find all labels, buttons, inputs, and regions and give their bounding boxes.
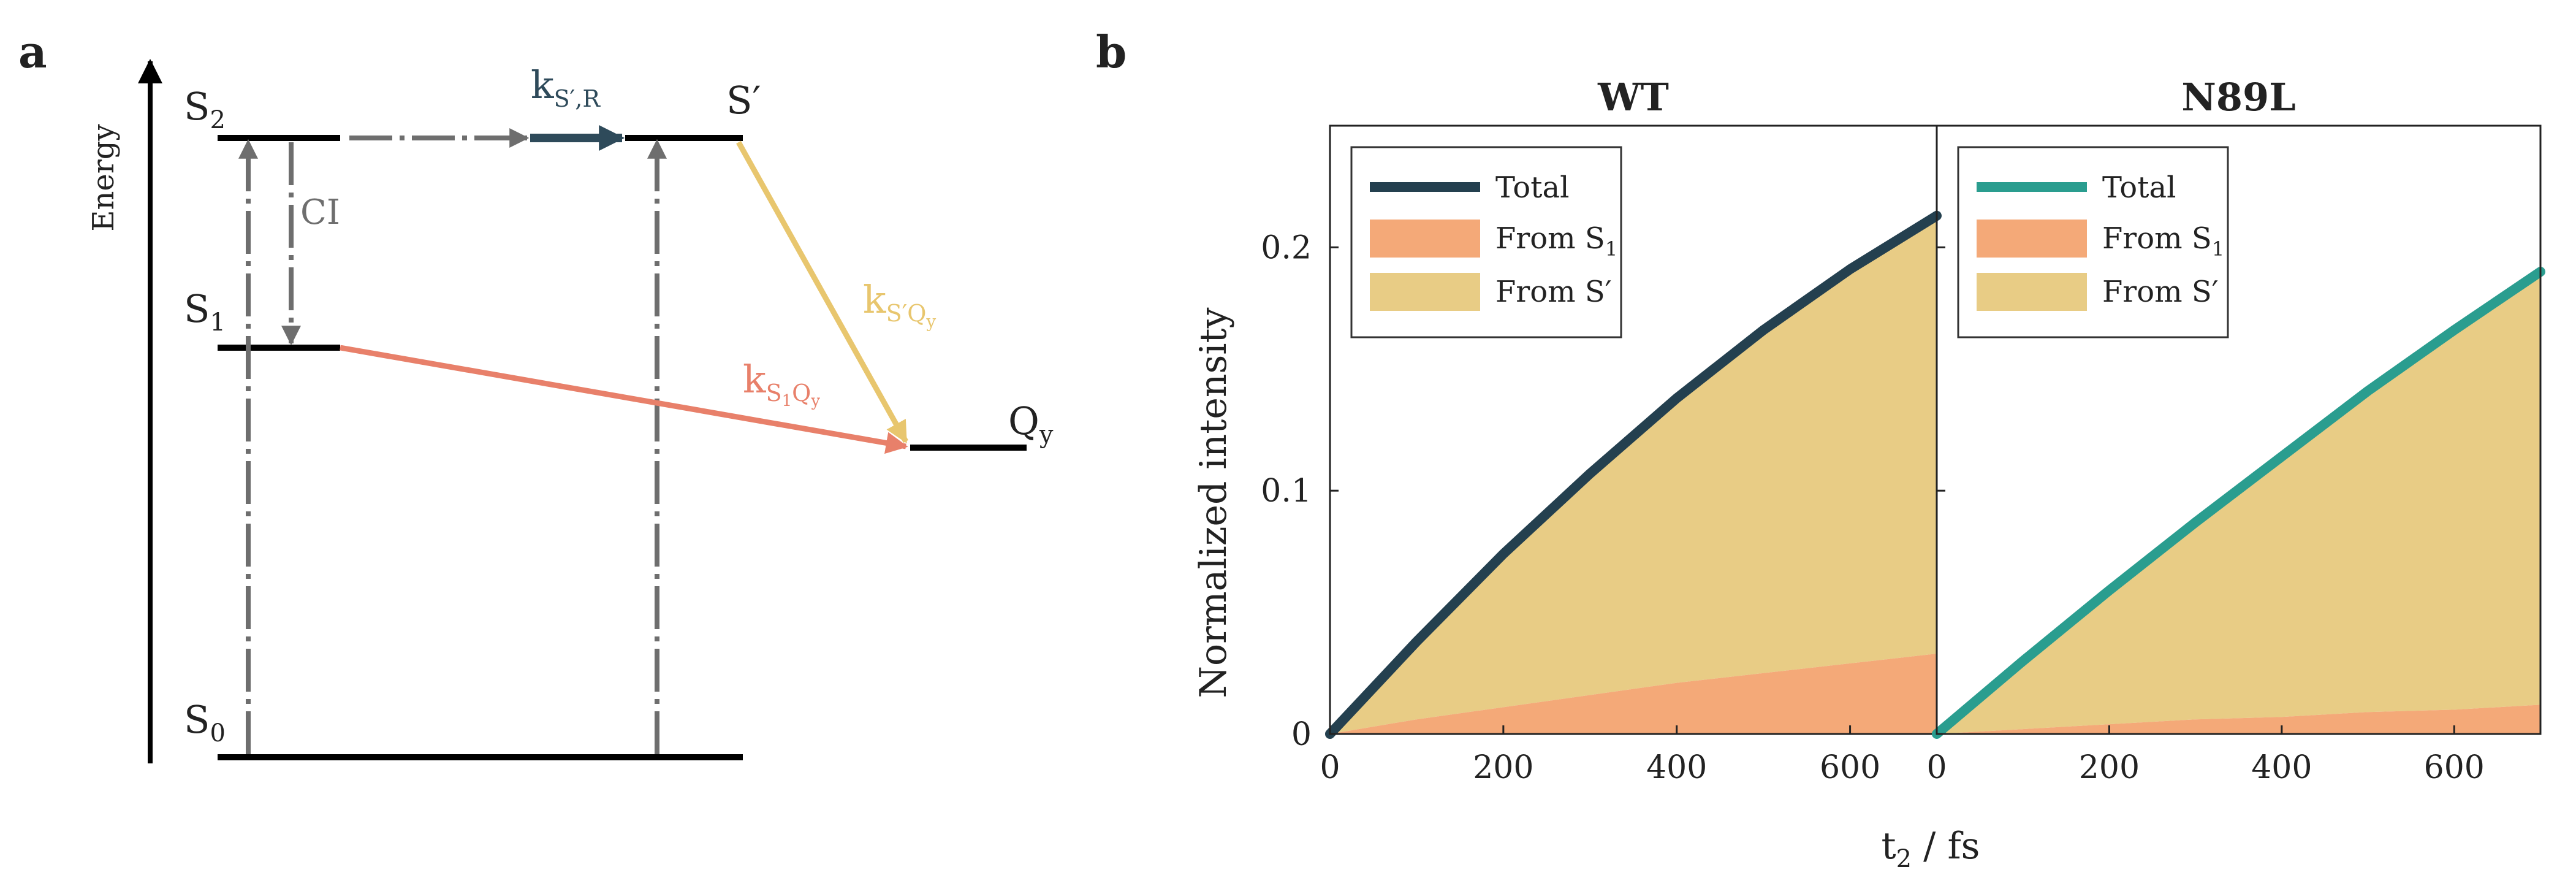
rate-label-k-sprime-r: kS′,R: [531, 63, 601, 112]
x-tick-label: 400: [1646, 749, 1707, 786]
legend-swatch-from-sprime: [1977, 273, 2087, 311]
energy-axis-label: Energy: [86, 124, 121, 231]
legend-label-from-s1: From S1: [2102, 221, 2224, 261]
area-from-sprime: [1937, 272, 2540, 735]
x-tick-label: 400: [2251, 749, 2312, 786]
x-tick-label: 600: [2424, 749, 2485, 786]
x-tick-label: 0: [1320, 749, 1340, 786]
rate-arrow-k-sprime-qy: [736, 140, 908, 444]
legend-swatch-from-s1: [1977, 220, 2087, 258]
plot-frame: [1936, 124, 2542, 735]
rate-label-k-s1-qy: kS1Qy: [743, 357, 820, 410]
area-from-sprime: [1330, 215, 1937, 734]
area-from-s1: [1937, 705, 2540, 734]
line-total: [1932, 267, 2545, 739]
y-tick-label: 0.2: [1261, 229, 1312, 266]
state-qy-label: Qy: [1008, 399, 1054, 449]
plot-n89l: N89L 0 200 400 600 Total From S1 From S′: [1926, 75, 2545, 786]
legend-label-total: Total: [2102, 170, 2176, 205]
line-total: [1325, 210, 1942, 739]
legend-label-from-sprime: From S′: [1495, 275, 1612, 309]
plot-title: WT: [1597, 75, 1669, 120]
legend-swatch-from-s1: [1370, 220, 1480, 258]
rate-label-k-sprime-qy: kS′Qy: [863, 277, 936, 332]
plot-wt: WT 0 200 400 600 0 0.1 0.2 Total From S1 From S′: [1261, 75, 1942, 786]
state-s1-label: S1: [184, 286, 226, 337]
panel-b: b Normalized intensity t2 / fs WT 0 200 400…: [1096, 26, 2545, 873]
legend-label-from-sprime: From S′: [2102, 275, 2219, 309]
state-sprime-label: S′: [726, 78, 761, 123]
legend-label-from-s1: From S1: [1495, 221, 1617, 261]
x-tick-label: 200: [1473, 749, 1533, 786]
legend-swatch-from-sprime: [1370, 273, 1480, 311]
panel-b-label: b: [1096, 26, 1127, 78]
area-from-s1: [1330, 654, 1937, 734]
x-axis-label: t2 / fs: [1882, 825, 1980, 873]
y-tick-label: 0.1: [1261, 473, 1312, 510]
y-axis-label: Normalized intensity: [1192, 307, 1235, 698]
rate-arrow-k-s1-qy: [340, 345, 908, 454]
legend-label-total: Total: [1495, 170, 1569, 205]
y-tick-label: 0: [1291, 716, 1312, 753]
x-tick-label: 0: [1926, 749, 1947, 786]
ci-label: CI: [300, 193, 340, 232]
panel-a: a Energy S2 S1 S0 S′ Qy CI kS′,R kS′Qy k…: [18, 26, 1054, 763]
state-s2-label: S2: [184, 84, 226, 134]
x-tick-label: 200: [2079, 749, 2140, 786]
plot-title: N89L: [2181, 75, 2296, 120]
state-s0-label: S0: [184, 697, 226, 747]
panel-a-label: a: [18, 26, 47, 78]
x-tick-label: 600: [1820, 749, 1880, 786]
